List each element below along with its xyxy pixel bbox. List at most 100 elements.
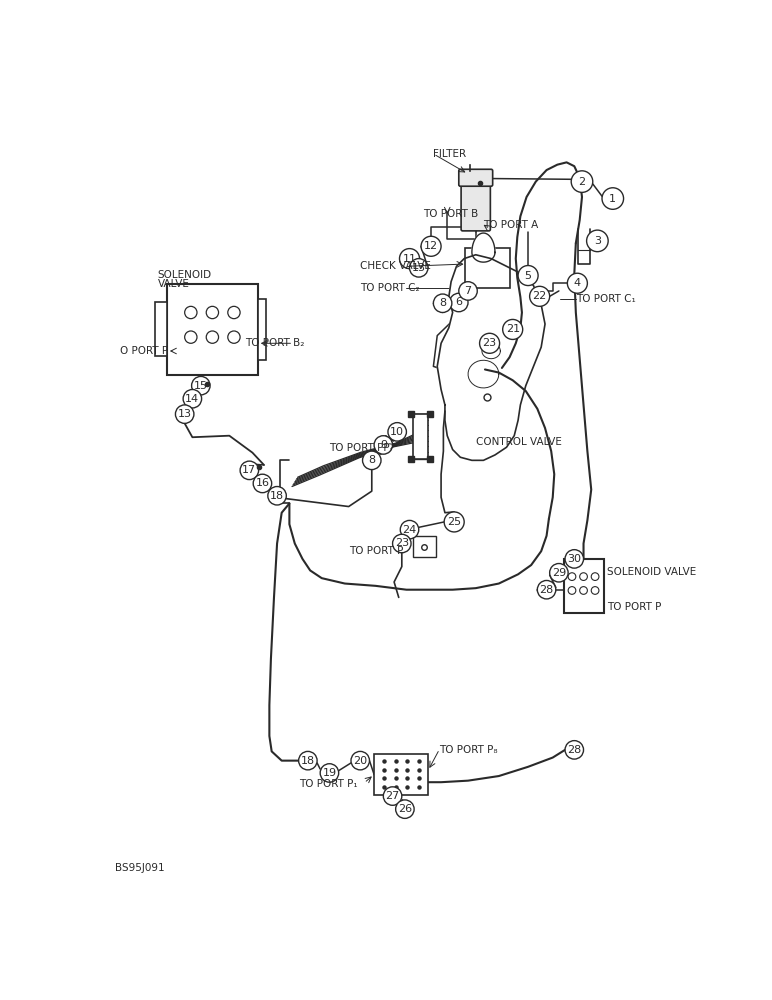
Text: 4: 4 [574, 278, 581, 288]
Text: 29: 29 [552, 568, 566, 578]
Text: 25: 25 [447, 517, 461, 527]
Circle shape [320, 764, 339, 782]
Circle shape [479, 333, 499, 353]
Circle shape [253, 474, 272, 493]
Polygon shape [437, 255, 545, 460]
Text: 2: 2 [578, 177, 585, 187]
Circle shape [384, 787, 401, 805]
FancyBboxPatch shape [564, 559, 604, 613]
FancyBboxPatch shape [461, 183, 490, 231]
Text: BS95J091: BS95J091 [115, 863, 165, 873]
Circle shape [565, 741, 584, 759]
Text: 24: 24 [402, 525, 417, 535]
Circle shape [191, 376, 210, 395]
Text: FILTER: FILTER [433, 149, 466, 159]
Text: 13: 13 [178, 409, 191, 419]
FancyBboxPatch shape [412, 536, 435, 557]
Circle shape [240, 461, 259, 480]
Text: 6: 6 [455, 297, 462, 307]
Text: 1: 1 [609, 194, 616, 204]
Text: 23: 23 [482, 338, 496, 348]
Text: TO PORT P₈: TO PORT P₈ [439, 745, 498, 755]
Text: 9: 9 [380, 440, 387, 450]
Circle shape [567, 273, 587, 293]
Text: 8: 8 [368, 455, 375, 465]
Text: 13: 13 [411, 263, 425, 273]
Circle shape [363, 451, 381, 470]
Text: 8: 8 [439, 298, 446, 308]
Text: TO PORT P: TO PORT P [349, 546, 403, 556]
Text: TO PORT A: TO PORT A [483, 220, 539, 230]
Circle shape [268, 487, 286, 505]
FancyBboxPatch shape [155, 302, 167, 356]
Text: SOLENOID: SOLENOID [157, 270, 212, 280]
Text: TO PORT B₂: TO PORT B₂ [245, 338, 304, 348]
Text: O PORT P: O PORT P [120, 346, 168, 356]
Text: 14: 14 [185, 394, 199, 404]
Text: 30: 30 [567, 554, 581, 564]
Text: 18: 18 [270, 491, 284, 501]
Text: VALVE: VALVE [157, 279, 190, 289]
Circle shape [299, 751, 317, 770]
Circle shape [393, 534, 411, 553]
Text: 16: 16 [256, 478, 269, 488]
Circle shape [399, 249, 419, 269]
Text: 27: 27 [385, 791, 400, 801]
FancyBboxPatch shape [374, 754, 428, 795]
Circle shape [183, 389, 201, 408]
Circle shape [444, 512, 464, 532]
Text: 21: 21 [506, 324, 520, 334]
Circle shape [518, 266, 538, 286]
Text: TO PORT PP: TO PORT PP [330, 443, 390, 453]
Text: SOLENOID VALVE: SOLENOID VALVE [608, 567, 696, 577]
Text: 19: 19 [323, 768, 337, 778]
Circle shape [351, 751, 370, 770]
Text: 7: 7 [465, 286, 472, 296]
FancyBboxPatch shape [465, 248, 510, 288]
Text: 18: 18 [301, 756, 315, 766]
Text: 3: 3 [594, 236, 601, 246]
Text: TO PORT P₁: TO PORT P₁ [299, 779, 357, 789]
Text: TO PORT P: TO PORT P [608, 602, 662, 612]
Circle shape [409, 259, 428, 277]
Circle shape [449, 293, 468, 312]
Text: 22: 22 [533, 291, 547, 301]
Circle shape [396, 800, 414, 818]
Circle shape [530, 286, 550, 306]
Circle shape [537, 580, 556, 599]
FancyBboxPatch shape [412, 414, 428, 459]
Text: TO PORT C₁: TO PORT C₁ [576, 294, 635, 304]
Circle shape [433, 294, 452, 312]
Text: 10: 10 [390, 427, 405, 437]
Text: CONTROL VALVE: CONTROL VALVE [476, 437, 561, 447]
Text: 15: 15 [194, 381, 208, 391]
Polygon shape [472, 233, 495, 262]
Text: 5: 5 [525, 271, 532, 281]
Circle shape [421, 236, 441, 256]
Circle shape [587, 230, 608, 252]
Text: TO PORT C₂: TO PORT C₂ [361, 283, 420, 293]
Text: 17: 17 [242, 465, 256, 475]
Text: 11: 11 [402, 254, 417, 264]
Circle shape [459, 282, 477, 300]
Text: CHECK VALVE: CHECK VALVE [361, 261, 431, 271]
Text: 26: 26 [398, 804, 412, 814]
FancyBboxPatch shape [459, 169, 493, 186]
Circle shape [571, 171, 593, 192]
FancyBboxPatch shape [258, 299, 266, 360]
Text: 28: 28 [567, 745, 581, 755]
Circle shape [550, 564, 568, 582]
Circle shape [175, 405, 194, 423]
Circle shape [400, 520, 418, 539]
Text: 23: 23 [394, 538, 409, 548]
Text: 12: 12 [424, 241, 438, 251]
Circle shape [503, 319, 523, 339]
Circle shape [388, 423, 406, 441]
Text: 28: 28 [540, 585, 554, 595]
Text: TO PORT B: TO PORT B [423, 209, 479, 219]
Circle shape [565, 550, 584, 568]
Circle shape [374, 436, 393, 454]
Text: 20: 20 [353, 756, 367, 766]
Circle shape [602, 188, 624, 209]
FancyBboxPatch shape [167, 284, 258, 375]
